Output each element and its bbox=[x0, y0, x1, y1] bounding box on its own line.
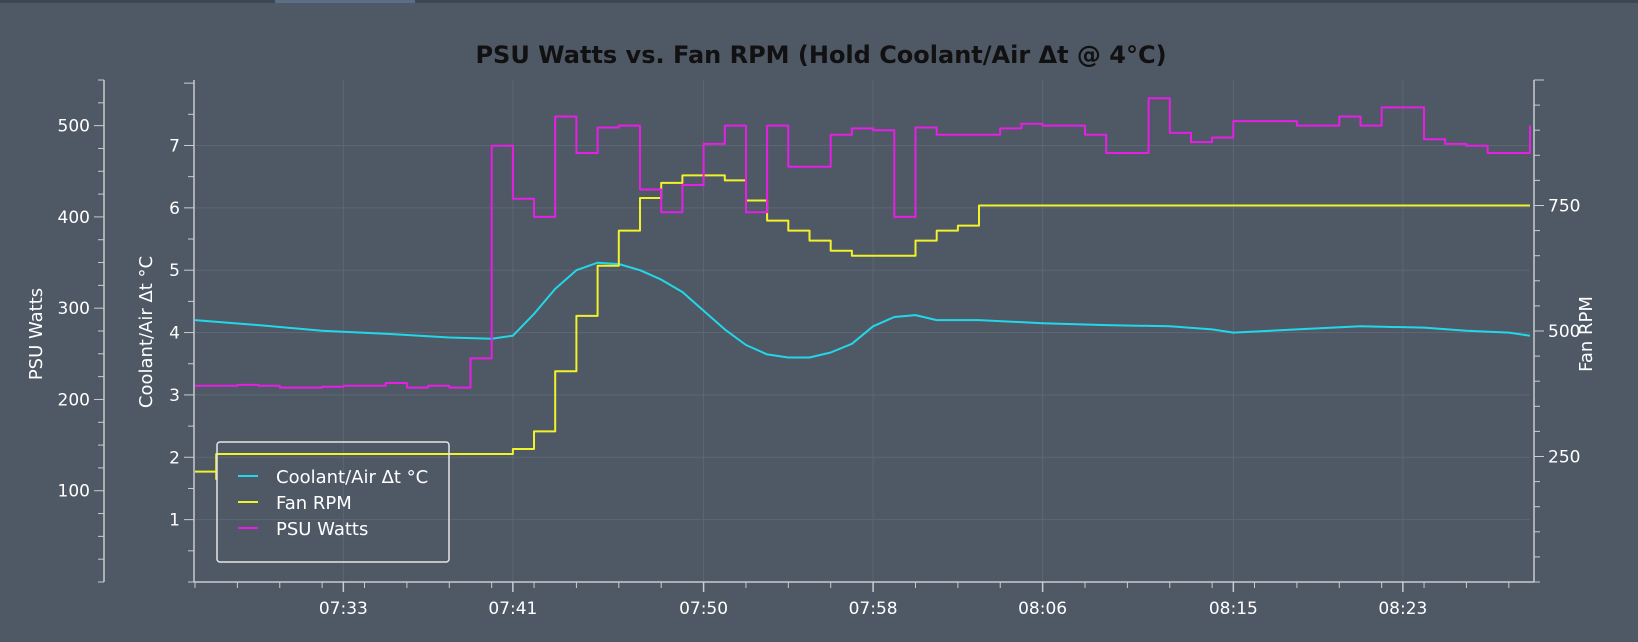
tick-label-x: 08:23 bbox=[1378, 599, 1427, 619]
axis-label-coolant-delta: Coolant/Air Δt °C bbox=[136, 256, 157, 408]
tick-label-x: 08:06 bbox=[1018, 599, 1067, 619]
axis-label-fan-rpm: Fan RPM bbox=[1576, 296, 1597, 372]
tick-label-psu-watts: 300 bbox=[58, 299, 90, 319]
tick-label-psu-watts: 100 bbox=[58, 482, 90, 502]
tick-label-psu-watts: 400 bbox=[58, 208, 90, 228]
tick-label-fan-rpm: 500 bbox=[1548, 322, 1580, 342]
series-line-fan-rpm bbox=[195, 174, 1530, 481]
legend: Coolant/Air Δt °C Fan RPM PSU Watts bbox=[216, 441, 450, 563]
legend-box bbox=[216, 441, 450, 563]
tick-label-coolant: 4 bbox=[169, 324, 180, 344]
tick-label-x: 07:50 bbox=[679, 599, 728, 619]
tick-label-coolant: 5 bbox=[169, 261, 180, 281]
axis-label-psu-watts: PSU Watts bbox=[26, 288, 47, 380]
window-top-border bbox=[0, 0, 1638, 3]
legend-label-psu-watts: PSU Watts bbox=[276, 519, 368, 540]
legend-label-coolant: Coolant/Air Δt °C bbox=[276, 467, 428, 488]
series-line-coolant-air-t-c bbox=[194, 261, 1531, 359]
tick-label-psu-watts: 200 bbox=[58, 390, 90, 410]
tick-label-psu-watts: 500 bbox=[58, 117, 90, 137]
tick-label-coolant: 1 bbox=[169, 511, 180, 531]
axes: 100 200 300 400 500 1 2 3 4 5 6 7 250 500 750 07:33 07:4… bbox=[58, 79, 1580, 619]
series-layer bbox=[194, 97, 1531, 481]
window-tab-accent bbox=[275, 0, 415, 3]
tick-label-x: 07:41 bbox=[488, 599, 537, 619]
tick-label-coolant: 2 bbox=[169, 448, 180, 468]
tick-label-fan-rpm: 250 bbox=[1548, 448, 1580, 468]
tick-label-x: 07:58 bbox=[849, 599, 898, 619]
series-line-psu-watts bbox=[195, 97, 1531, 389]
tick-label-coolant: 3 bbox=[169, 386, 180, 406]
tick-label-coolant: 7 bbox=[169, 136, 180, 156]
grid bbox=[195, 80, 1530, 582]
tick-label-x: 07:33 bbox=[319, 599, 368, 619]
chart-title: PSU Watts vs. Fan RPM (Hold Coolant/Air … bbox=[475, 41, 1166, 69]
tick-label-x: 08:15 bbox=[1209, 599, 1258, 619]
tick-label-fan-rpm: 750 bbox=[1548, 197, 1580, 217]
legend-label-fan-rpm: Fan RPM bbox=[276, 493, 352, 514]
tick-label-coolant: 6 bbox=[169, 199, 180, 219]
